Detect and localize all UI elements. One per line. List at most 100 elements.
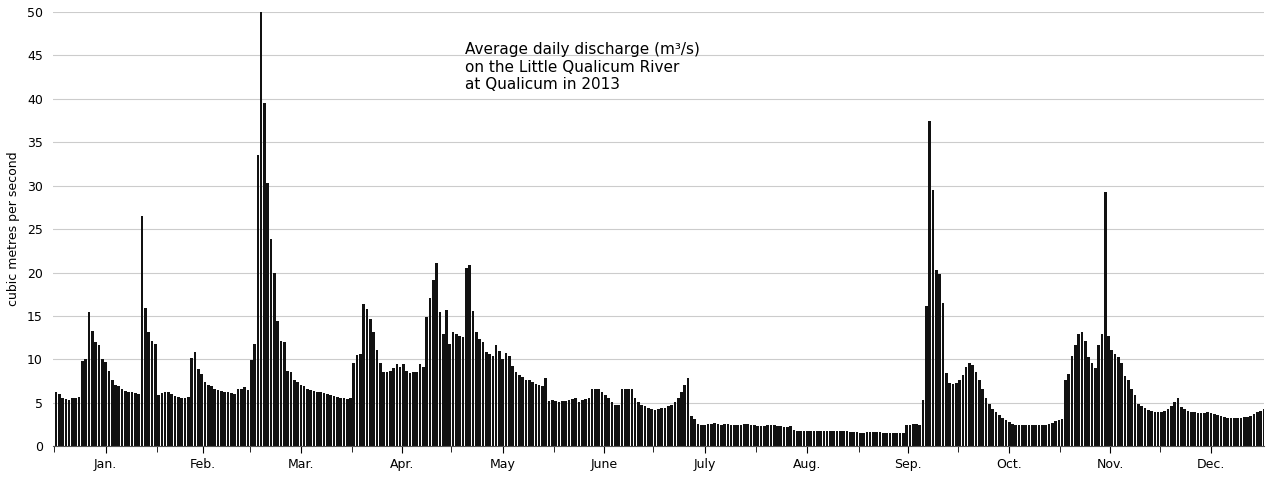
Bar: [710, 424, 713, 446]
Bar: [1074, 346, 1077, 446]
Bar: [647, 408, 649, 446]
Bar: [502, 358, 505, 446]
Bar: [799, 432, 802, 446]
Bar: [849, 433, 852, 446]
Bar: [826, 432, 829, 446]
Bar: [418, 364, 422, 446]
Bar: [773, 425, 775, 446]
Bar: [531, 382, 534, 446]
Bar: [535, 384, 538, 446]
Bar: [744, 424, 746, 446]
Bar: [1080, 332, 1083, 446]
Bar: [160, 393, 163, 446]
Bar: [58, 394, 61, 446]
Bar: [544, 379, 547, 446]
Bar: [601, 391, 604, 446]
Bar: [1101, 334, 1103, 446]
Bar: [1051, 423, 1054, 446]
Bar: [853, 433, 855, 446]
Bar: [180, 398, 183, 446]
Bar: [75, 398, 78, 446]
Bar: [283, 342, 286, 446]
Bar: [756, 426, 759, 446]
Bar: [1223, 417, 1225, 446]
Bar: [717, 424, 719, 446]
Bar: [888, 433, 891, 446]
Bar: [727, 424, 730, 446]
Bar: [663, 408, 666, 446]
Bar: [833, 432, 835, 446]
Bar: [478, 339, 480, 446]
Bar: [253, 344, 255, 446]
Bar: [587, 398, 590, 446]
Bar: [445, 310, 447, 446]
Bar: [1167, 409, 1169, 446]
Bar: [468, 265, 472, 446]
Bar: [508, 356, 511, 446]
Bar: [1094, 368, 1097, 446]
Bar: [150, 341, 154, 446]
Bar: [763, 426, 765, 446]
Bar: [568, 400, 571, 446]
Bar: [1028, 424, 1031, 446]
Bar: [84, 358, 86, 446]
Bar: [1068, 374, 1070, 446]
Bar: [203, 382, 206, 446]
Bar: [1024, 424, 1027, 446]
Bar: [988, 404, 990, 446]
Bar: [269, 239, 272, 446]
Bar: [670, 404, 672, 446]
Bar: [577, 402, 581, 446]
Bar: [376, 350, 379, 446]
Bar: [882, 433, 885, 446]
Bar: [184, 398, 187, 446]
Bar: [405, 370, 408, 446]
Bar: [985, 398, 988, 446]
Bar: [803, 432, 806, 446]
Bar: [432, 280, 435, 446]
Bar: [267, 183, 269, 446]
Bar: [789, 426, 792, 446]
Bar: [263, 103, 266, 446]
Bar: [449, 344, 451, 446]
Bar: [1037, 425, 1040, 446]
Bar: [117, 386, 121, 446]
Bar: [713, 423, 716, 446]
Bar: [1190, 412, 1192, 446]
Bar: [1183, 409, 1186, 446]
Bar: [207, 385, 210, 446]
Bar: [515, 372, 517, 446]
Bar: [707, 424, 709, 446]
Bar: [170, 394, 173, 446]
Bar: [736, 425, 740, 446]
Bar: [921, 400, 924, 446]
Bar: [210, 386, 212, 446]
Bar: [350, 398, 352, 446]
Bar: [356, 355, 358, 446]
Bar: [1061, 419, 1064, 446]
Bar: [594, 389, 597, 446]
Bar: [1091, 363, 1093, 446]
Bar: [700, 425, 703, 446]
Bar: [201, 374, 203, 446]
Bar: [697, 424, 699, 446]
Bar: [1173, 402, 1176, 446]
Bar: [806, 432, 808, 446]
Bar: [492, 356, 494, 446]
Bar: [486, 352, 488, 446]
Bar: [234, 394, 236, 446]
Bar: [250, 360, 253, 446]
Bar: [783, 427, 785, 446]
Bar: [899, 433, 901, 446]
Bar: [1237, 418, 1239, 446]
Bar: [591, 389, 594, 446]
Bar: [1035, 425, 1037, 446]
Bar: [1064, 380, 1066, 446]
Bar: [955, 383, 957, 446]
Bar: [61, 398, 64, 446]
Bar: [1239, 418, 1242, 446]
Bar: [243, 387, 245, 446]
Bar: [158, 395, 160, 446]
Bar: [494, 346, 497, 446]
Bar: [339, 398, 342, 446]
